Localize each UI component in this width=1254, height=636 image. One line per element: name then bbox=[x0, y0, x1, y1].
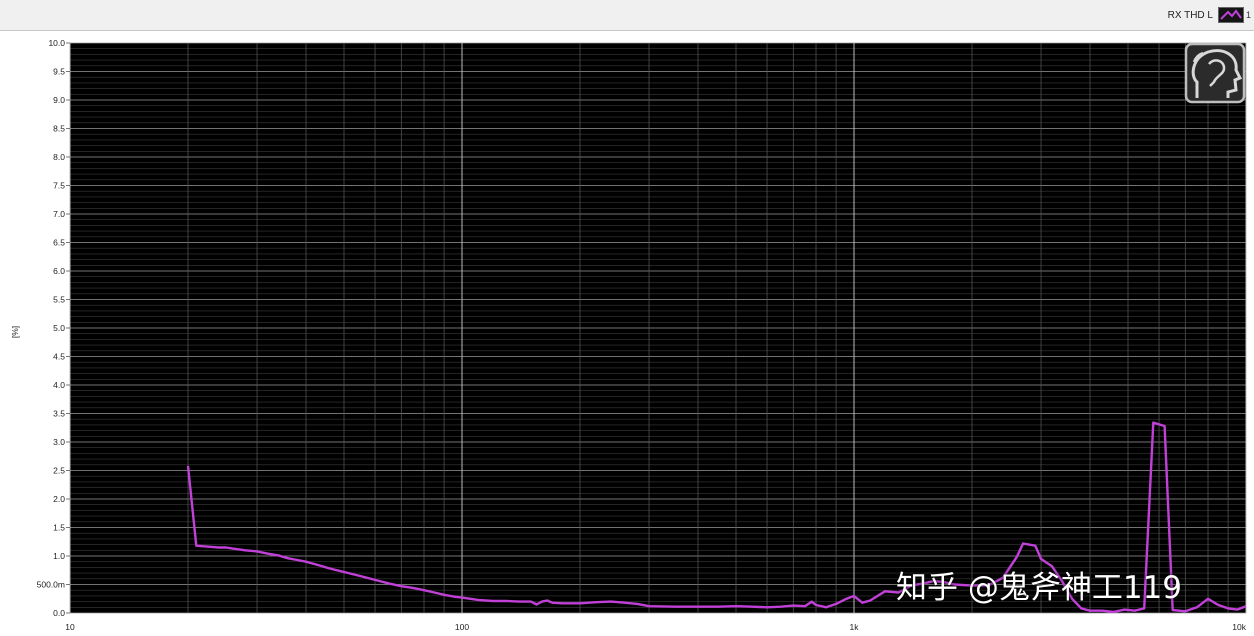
x-tick-label: 10k bbox=[1232, 622, 1246, 632]
x-tick-label: 1k bbox=[850, 622, 860, 632]
y-tick-label: 4.0 bbox=[53, 380, 65, 390]
y-tick-label: 8.0 bbox=[53, 152, 65, 162]
y-tick-label: 9.0 bbox=[53, 95, 65, 105]
y-tick-label: 10.0 bbox=[48, 38, 65, 48]
y-tick-label: 5.0 bbox=[53, 323, 65, 333]
line-glyph-icon bbox=[1220, 9, 1242, 20]
y-tick-label: 7.5 bbox=[53, 181, 65, 191]
series-layer bbox=[186, 421, 1247, 614]
y-axis-title: [%] bbox=[10, 326, 20, 338]
x-axis: 10 100 1k 10k bbox=[65, 622, 1246, 632]
x-tick-label: 10 bbox=[65, 622, 75, 632]
y-tick-label: 1.0 bbox=[53, 551, 65, 561]
y-tick-label: 2.0 bbox=[53, 494, 65, 504]
y-tick-label: 9.5 bbox=[53, 67, 65, 77]
y-tick-label: 3.0 bbox=[53, 437, 65, 447]
y-axis: 10.0 9.5 9.0 8.5 8.0 7.5 7.0 6.5 6.0 5.5 5.0 4.5 4.0… bbox=[37, 38, 70, 618]
y-tick-label: 4.5 bbox=[53, 352, 65, 362]
y-tick-label: 1.5 bbox=[53, 523, 65, 533]
y-tick-label: 8.5 bbox=[53, 124, 65, 134]
legend[interactable]: RX THD L 1 bbox=[1168, 6, 1252, 24]
y-tick-label: 6.5 bbox=[53, 238, 65, 248]
watermark-text: 知乎 @鬼斧神工119 bbox=[896, 570, 1183, 606]
y-tick-label: 6.0 bbox=[53, 266, 65, 276]
series-line[interactable] bbox=[186, 421, 1247, 614]
legend-overflow-label: 1 bbox=[1246, 10, 1252, 20]
legend-bar: RX THD L 1 bbox=[0, 0, 1254, 31]
head-logo-icon bbox=[1184, 42, 1246, 104]
y-tick-label: 0.0 bbox=[53, 608, 65, 618]
legend-swatch-icon[interactable] bbox=[1218, 7, 1244, 23]
y-tick-label: 2.5 bbox=[53, 466, 65, 476]
y-tick-label: 500.0m bbox=[37, 580, 65, 590]
legend-series-label: RX THD L bbox=[1167, 9, 1213, 21]
grid bbox=[69, 42, 1247, 614]
x-tick-label: 100 bbox=[455, 622, 469, 632]
y-tick-label: 7.0 bbox=[53, 209, 65, 219]
y-tick-label: 3.5 bbox=[53, 409, 65, 419]
y-tick-label: 5.5 bbox=[53, 295, 65, 305]
